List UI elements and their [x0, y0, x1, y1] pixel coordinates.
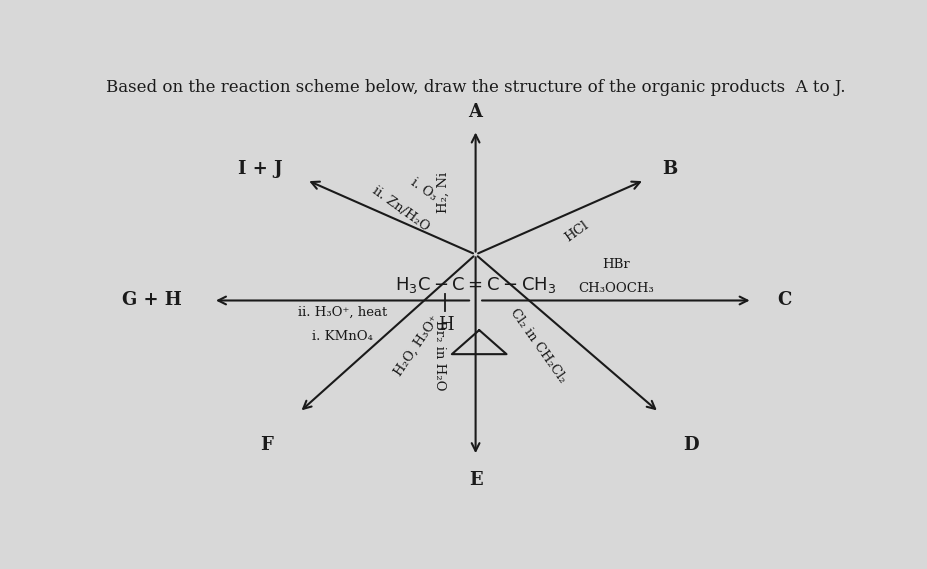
Text: H: H	[438, 316, 452, 333]
Text: C: C	[777, 291, 791, 310]
Text: H₂, Ni: H₂, Ni	[437, 171, 450, 213]
Text: i. O₃: i. O₃	[408, 176, 439, 203]
Text: F: F	[260, 436, 273, 454]
Text: i. KMnO₄: i. KMnO₄	[311, 331, 373, 343]
Text: E: E	[468, 471, 482, 489]
Text: Br₂ in H₂O: Br₂ in H₂O	[433, 320, 446, 390]
Text: G + H: G + H	[122, 291, 182, 310]
Text: Cl₂ in CH₂Cl₂: Cl₂ in CH₂Cl₂	[507, 307, 568, 386]
Text: HCl: HCl	[562, 218, 590, 244]
Text: I + J: I + J	[237, 160, 282, 178]
Text: A: A	[468, 103, 482, 121]
Text: ii. H₃O⁺, heat: ii. H₃O⁺, heat	[298, 306, 387, 319]
Text: HBr: HBr	[602, 258, 629, 271]
Text: ii. Zn/H₂O: ii. Zn/H₂O	[369, 184, 431, 234]
Text: CH₃OOCH₃: CH₃OOCH₃	[578, 282, 653, 295]
Text: $\mathregular{H_3C-C=C-CH_3}$: $\mathregular{H_3C-C=C-CH_3}$	[395, 275, 555, 295]
Text: H₂O, H₃O⁺: H₂O, H₃O⁺	[392, 313, 442, 378]
Text: B: B	[662, 160, 677, 178]
Text: D: D	[683, 436, 698, 454]
Text: Based on the reaction scheme below, draw the structure of the organic products  : Based on the reaction scheme below, draw…	[106, 79, 844, 96]
